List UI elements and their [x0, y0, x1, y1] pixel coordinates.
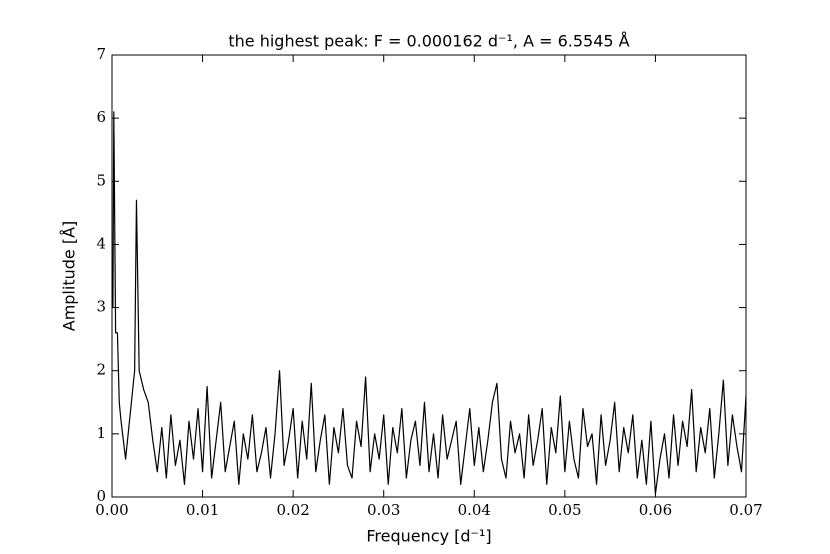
y-axis-label: Amplitude [Å]: [60, 221, 79, 332]
y-tick-label: 4: [96, 234, 106, 252]
y-tick-label: 3: [96, 298, 106, 316]
x-tick-label: 0.04: [458, 501, 491, 519]
x-tick-label: 0.00: [95, 501, 128, 519]
x-tick-label: 0.05: [548, 501, 581, 519]
x-axis-label: Frequency [d⁻¹]: [366, 527, 491, 546]
x-tick-label: 0.02: [276, 501, 309, 519]
x-tick-label: 0.03: [367, 501, 400, 519]
y-tick-label: 0: [96, 487, 106, 505]
x-tick-label: 0.01: [186, 501, 219, 519]
y-tick-label: 2: [96, 361, 106, 379]
y-tick-label: 7: [96, 45, 106, 63]
y-tick-label: 5: [96, 171, 106, 189]
y-tick-label: 1: [96, 424, 106, 442]
plot-frame: [111, 54, 747, 498]
y-tick-label: 6: [96, 108, 106, 126]
x-tick-label: 0.06: [639, 501, 672, 519]
x-tick-label: 0.07: [729, 501, 762, 519]
chart-title: the highest peak: F = 0.000162 d⁻¹, A = …: [228, 32, 629, 51]
data-line: [112, 111, 747, 495]
